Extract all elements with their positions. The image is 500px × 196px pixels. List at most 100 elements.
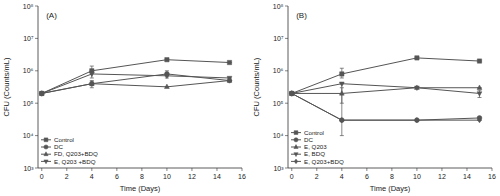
error-bar-cap [340, 68, 344, 69]
error-bar-cap [340, 135, 344, 136]
panel: 024681012141610³10⁴10⁵10⁶10⁷10⁸Time (Day… [252, 3, 496, 194]
y-tick [35, 6, 38, 7]
x-tick [216, 168, 217, 171]
legend-entry: E, Q203 [291, 143, 327, 150]
y-tick [285, 168, 288, 169]
y-tick-label: 10⁵ [273, 100, 284, 107]
point [89, 81, 94, 85]
x-tick [191, 168, 192, 171]
error-bar [340, 88, 344, 103]
error-bar-cap [340, 103, 344, 104]
point [89, 81, 94, 86]
series [290, 91, 482, 123]
legend-label: E, BDQ [304, 150, 325, 157]
point [39, 91, 44, 96]
plot-area [289, 56, 482, 136]
point [477, 59, 481, 63]
y-tick-label: 10³ [23, 165, 34, 172]
x-tick-label: 8 [140, 173, 144, 180]
error-bar-cap [90, 70, 94, 71]
point [340, 72, 344, 76]
error-bar-cap [90, 77, 94, 78]
legend-label: E, Q203 [304, 143, 327, 150]
y-tick [35, 168, 38, 169]
x-tick [291, 168, 292, 171]
point [415, 86, 420, 90]
x-axis-label: Time (Days) [370, 184, 411, 193]
error-bar-cap [340, 77, 344, 78]
x-tick-label: 0 [290, 173, 294, 180]
point [339, 118, 344, 123]
legend-label: Control [54, 136, 74, 143]
legend-marker [294, 138, 298, 142]
y-tick [285, 70, 288, 71]
error-bar [165, 71, 169, 78]
error-bar-cap [340, 87, 344, 88]
y-axis-label: CFU (Counts/mL) [2, 57, 11, 116]
error-bar [340, 83, 344, 136]
point [477, 85, 482, 89]
series [289, 85, 482, 103]
error-bar-cap [90, 66, 94, 67]
x-tick-label: 6 [115, 173, 119, 180]
legend-entry: E, Q203 +BDQ [41, 158, 96, 165]
series [289, 82, 482, 97]
y-tick-label: 10⁶ [273, 67, 284, 74]
legend-marker [44, 152, 48, 156]
y-tick-label: 10⁵ [23, 100, 34, 107]
series [39, 71, 232, 96]
point [339, 82, 344, 86]
x-tick-label: 14 [213, 173, 221, 180]
legend-entry: Control [291, 129, 324, 136]
point [289, 92, 294, 96]
x-tick [116, 168, 117, 171]
x-tick-label: 16 [488, 173, 496, 180]
figure: 024681012141610³10⁴10⁵10⁶10⁷10⁸Time (Day… [0, 0, 500, 196]
point [340, 118, 344, 123]
series [39, 71, 232, 96]
point [415, 56, 419, 60]
y-tick-label: 10⁶ [23, 67, 34, 74]
series-line [292, 93, 480, 120]
series [289, 83, 482, 136]
x-tick [441, 168, 442, 171]
legend-label: E, Q203+BDQ [304, 158, 344, 165]
x-tick [341, 168, 342, 171]
y-axis-line [288, 6, 289, 168]
point [289, 91, 294, 96]
point [39, 92, 44, 96]
x-axis-label: Time (Days) [120, 184, 161, 193]
x-tick [466, 168, 467, 171]
legend-marker [294, 159, 297, 164]
plot-area [39, 58, 232, 97]
y-tick-label: 10⁸ [23, 3, 34, 10]
x-tick-label: 10 [163, 173, 171, 180]
legend-label: DC [304, 136, 313, 143]
point [477, 92, 482, 96]
x-tick [91, 168, 92, 171]
error-bar-cap [477, 90, 481, 91]
legend-entry: Control [41, 136, 74, 143]
legend-marker [44, 160, 48, 164]
point [415, 118, 419, 123]
legend-label: E, Q203 +BDQ [54, 158, 96, 165]
point [290, 91, 294, 96]
point [478, 118, 482, 123]
series [290, 56, 482, 96]
y-tick-label: 10⁴ [23, 132, 34, 139]
series-line [292, 84, 480, 94]
x-tick-label: 2 [315, 173, 319, 180]
x-tick-label: 6 [365, 173, 369, 180]
point [415, 118, 420, 123]
legend-label: FD, Q203+BDQ [54, 150, 98, 157]
series-line [292, 58, 480, 94]
x-tick [242, 168, 243, 171]
panel-title: (B) [296, 11, 307, 20]
error-bar [340, 68, 344, 78]
legend-marker [44, 145, 48, 149]
y-tick [285, 38, 288, 39]
legend-entry: DC [291, 136, 313, 143]
y-tick [35, 38, 38, 39]
error-bar-cap [90, 70, 94, 71]
legend-marker [44, 138, 48, 142]
